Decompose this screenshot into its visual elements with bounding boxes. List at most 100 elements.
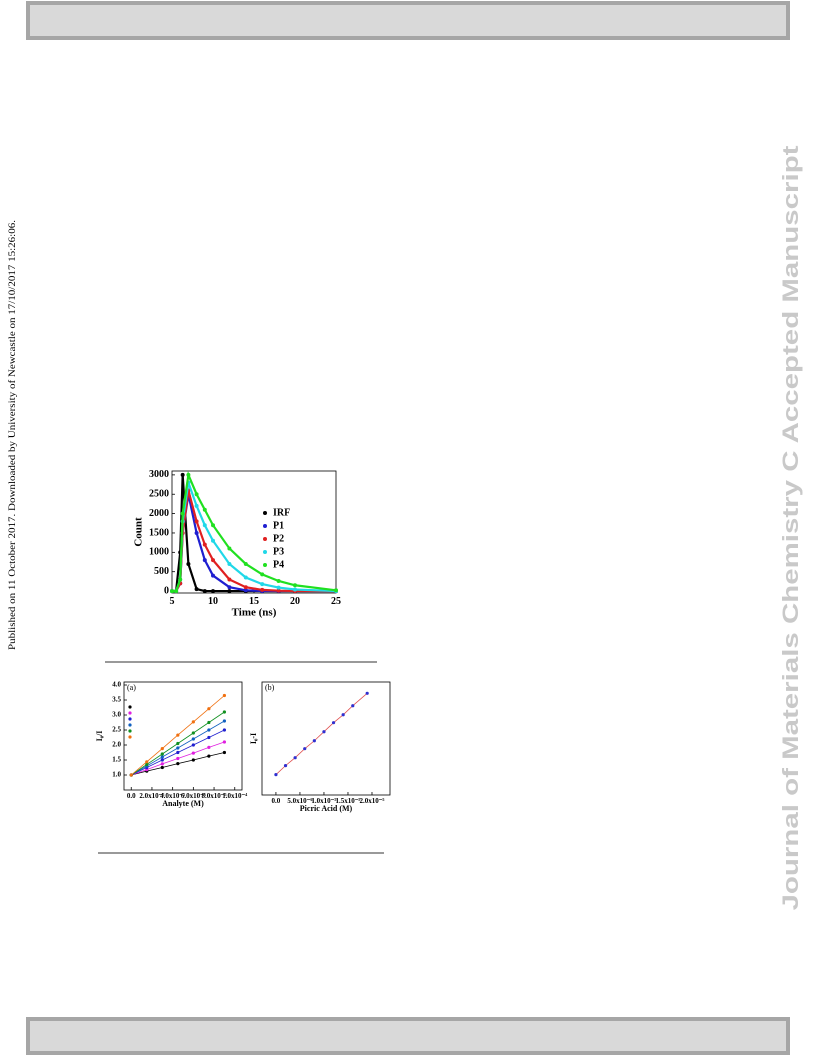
x-tick-label: 4.0x10⁻⁵ xyxy=(160,792,185,800)
data-point xyxy=(160,758,164,762)
x-tick-label: 0.0 xyxy=(127,792,136,800)
x-tick-label: 1.0x10⁻⁴ xyxy=(222,792,248,800)
y-tick-label: 500 xyxy=(154,566,169,577)
y-tick-label: 2.0 xyxy=(112,741,121,749)
data-point xyxy=(276,585,281,590)
data-point xyxy=(243,561,248,566)
data-point xyxy=(211,538,215,543)
data-point xyxy=(160,755,164,759)
x-axis-label: Picric Acid (M) xyxy=(300,804,353,813)
data-point xyxy=(160,765,164,770)
x-axis-label: Analyte (M) xyxy=(162,799,204,808)
watermark: Journal of Materials Chemistry C Accepte… xyxy=(778,145,803,911)
legend-marker xyxy=(128,729,132,733)
data-point xyxy=(260,572,265,577)
data-point xyxy=(276,588,281,593)
data-point xyxy=(176,750,180,755)
x-tick-label: 20 xyxy=(290,596,300,607)
data-point xyxy=(331,721,336,725)
data-point xyxy=(283,764,288,768)
data-point xyxy=(145,762,149,767)
legend-marker xyxy=(128,705,132,709)
data-point xyxy=(222,740,227,744)
x-tick-label: 10 xyxy=(208,596,218,607)
data-point xyxy=(207,735,211,740)
x-tick-label: 8.0x10⁻⁵ xyxy=(202,792,227,800)
x-tick-label: 0.0 xyxy=(272,797,281,805)
data-point xyxy=(243,575,248,580)
x-tick-label: 1.5x10⁻⁵ xyxy=(335,797,360,805)
data-point xyxy=(145,760,149,764)
data-point xyxy=(334,588,338,593)
legend-marker xyxy=(263,550,267,554)
header-bar xyxy=(26,1,790,40)
legend-marker xyxy=(263,537,267,541)
data-point xyxy=(202,542,207,547)
data-point xyxy=(174,589,179,594)
data-point xyxy=(227,589,232,594)
legend-marker xyxy=(263,563,267,567)
data-point xyxy=(202,507,207,512)
legend-marker xyxy=(128,723,132,727)
data-point xyxy=(176,746,180,750)
legend-marker xyxy=(263,524,267,528)
y-tick-label: 1.0 xyxy=(112,771,121,779)
side-note: Published on 11 October 2017. Downloaded… xyxy=(7,220,18,650)
data-point xyxy=(274,773,278,777)
plot-frame xyxy=(123,681,243,791)
x-tick-label: 15 xyxy=(249,596,259,607)
x-tick-label: 5.0x10⁻⁶ xyxy=(287,797,312,805)
y-tick-label: 4.0 xyxy=(112,681,121,689)
legend-marker xyxy=(128,717,132,721)
data-point xyxy=(160,752,164,756)
data-point xyxy=(207,745,211,750)
legend-label: IRF xyxy=(273,507,290,518)
data-point xyxy=(365,691,369,695)
data-point xyxy=(341,713,345,717)
plot-frame xyxy=(261,681,391,796)
data-point xyxy=(211,573,215,578)
data-point xyxy=(227,561,232,566)
data-point xyxy=(260,587,265,592)
data-point xyxy=(191,743,195,747)
legend-marker xyxy=(128,711,132,715)
data-point xyxy=(176,733,180,737)
data-point xyxy=(227,546,232,551)
data-point xyxy=(178,577,183,582)
data-point xyxy=(194,519,199,524)
series-line xyxy=(172,494,336,593)
legend-label: P3 xyxy=(273,546,284,557)
series-line xyxy=(275,692,368,775)
data-point xyxy=(211,523,215,528)
data-point xyxy=(186,472,191,477)
legend-marker xyxy=(128,735,132,739)
data-point xyxy=(211,558,215,563)
legend-label: P1 xyxy=(273,520,284,531)
y-axis-label: Count xyxy=(133,517,145,547)
y-tick-label: 1.5 xyxy=(112,756,121,764)
data-point xyxy=(227,585,232,590)
data-point xyxy=(243,588,248,593)
y-tick-label: 3.0 xyxy=(112,711,121,719)
data-point xyxy=(194,530,199,535)
data-point xyxy=(176,741,180,746)
data-point xyxy=(222,693,227,698)
data-point xyxy=(186,561,191,566)
data-point xyxy=(191,758,195,762)
data-point xyxy=(202,589,207,594)
data-point xyxy=(160,762,164,766)
data-point xyxy=(207,754,211,758)
y-axis-label: I₀/I xyxy=(95,731,104,742)
x-axis-label: Time (ns) xyxy=(232,606,277,618)
data-point xyxy=(322,730,326,734)
data-point xyxy=(312,739,316,743)
data-point xyxy=(207,707,211,711)
data-point xyxy=(303,747,307,751)
data-point xyxy=(207,728,211,732)
data-point xyxy=(180,472,185,477)
data-point xyxy=(191,737,195,741)
data-point xyxy=(222,719,227,723)
data-point xyxy=(160,747,164,751)
panel-label: (a) xyxy=(127,683,136,692)
